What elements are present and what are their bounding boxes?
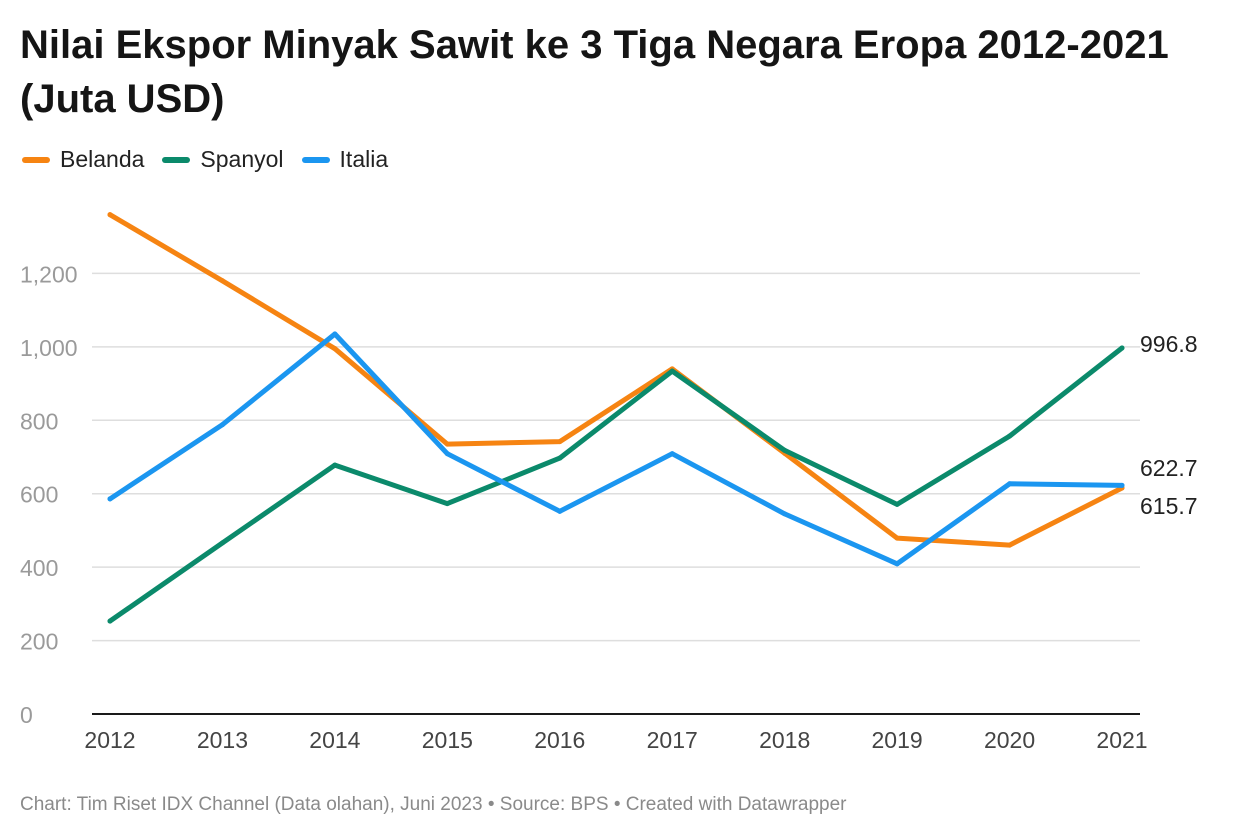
- legend-label-belanda: Belanda: [60, 146, 145, 172]
- data-point-italia-2016: [557, 508, 563, 514]
- x-tick-label-2017: 2017: [647, 727, 698, 753]
- y-tick-label-0: 0: [20, 702, 33, 728]
- series-line-italia: [107, 331, 1125, 567]
- legend-item-spanyol: Spanyol: [162, 146, 284, 173]
- data-point-italia-2019: [894, 561, 900, 567]
- data-point-spanyol-2017: [669, 368, 675, 374]
- x-tick-label-2019: 2019: [872, 727, 923, 753]
- series-line-spanyol: [107, 345, 1125, 624]
- data-point-spanyol-2012: [107, 618, 113, 624]
- series-line-belanda: [107, 212, 1125, 548]
- data-point-spanyol-2016: [557, 455, 563, 461]
- chart-title: Nilai Ekspor Minyak Sawit ke 3 Tiga Nega…: [20, 23, 1169, 121]
- legend-label-italia: Italia: [339, 146, 389, 172]
- legend: Belanda Spanyol Italia: [22, 146, 388, 173]
- data-point-belanda-2014: [332, 346, 338, 352]
- y-tick-label-600: 600: [20, 482, 58, 508]
- data-point-belanda-2020: [1007, 542, 1013, 548]
- data-point-italia-2021: [1119, 482, 1125, 488]
- x-tick-label-2021: 2021: [1096, 727, 1147, 753]
- end-label-spanyol: 996.8: [1140, 331, 1198, 357]
- y-tick-label-800: 800: [20, 408, 58, 434]
- x-tick-label-2012: 2012: [84, 727, 135, 753]
- x-tick-label-2018: 2018: [759, 727, 810, 753]
- data-point-italia-2015: [444, 451, 450, 457]
- legend-item-belanda: Belanda: [22, 146, 144, 173]
- end-label-italia: 622.7: [1140, 455, 1198, 481]
- data-point-belanda-2019: [894, 535, 900, 541]
- y-tick-label-200: 200: [20, 629, 58, 655]
- x-tick-label-2015: 2015: [422, 727, 473, 753]
- legend-label-spanyol: Spanyol: [200, 146, 284, 172]
- data-point-spanyol-2014: [332, 462, 338, 468]
- legend-swatch-spanyol: [162, 156, 191, 163]
- end-label-belanda: 615.7: [1140, 493, 1198, 519]
- data-point-italia-2018: [782, 511, 788, 517]
- x-tick-label-2020: 2020: [984, 727, 1035, 753]
- x-tick-label-2013: 2013: [197, 727, 248, 753]
- y-tick-label-1000: 1,000: [20, 335, 78, 361]
- x-tick-label-2016: 2016: [534, 727, 585, 753]
- data-point-belanda-2016: [557, 439, 563, 445]
- x-tick-label-2014: 2014: [309, 727, 360, 753]
- data-point-italia-2012: [107, 496, 113, 502]
- data-point-belanda-2012: [107, 212, 113, 218]
- data-point-italia-2013: [219, 422, 225, 428]
- data-point-spanyol-2018: [782, 447, 788, 453]
- legend-item-italia: Italia: [301, 146, 389, 173]
- data-point-belanda-2015: [444, 441, 450, 447]
- y-tick-label-400: 400: [20, 555, 58, 581]
- legend-swatch-italia: [301, 156, 330, 163]
- data-point-spanyol-2019: [894, 501, 900, 507]
- data-point-italia-2014: [332, 331, 338, 337]
- data-point-spanyol-2015: [444, 501, 450, 507]
- data-point-italia-2017: [669, 451, 675, 457]
- data-point-spanyol-2020: [1007, 433, 1013, 439]
- y-tick-label-1200: 1,200: [20, 261, 78, 287]
- chart-footer: Chart: Tim Riset IDX Channel (Data olaha…: [20, 794, 847, 815]
- legend-swatch-belanda: [22, 156, 50, 163]
- data-point-spanyol-2013: [219, 540, 225, 546]
- data-point-belanda-2013: [219, 278, 225, 284]
- data-point-italia-2020: [1007, 481, 1013, 487]
- data-point-spanyol-2021: [1119, 345, 1125, 351]
